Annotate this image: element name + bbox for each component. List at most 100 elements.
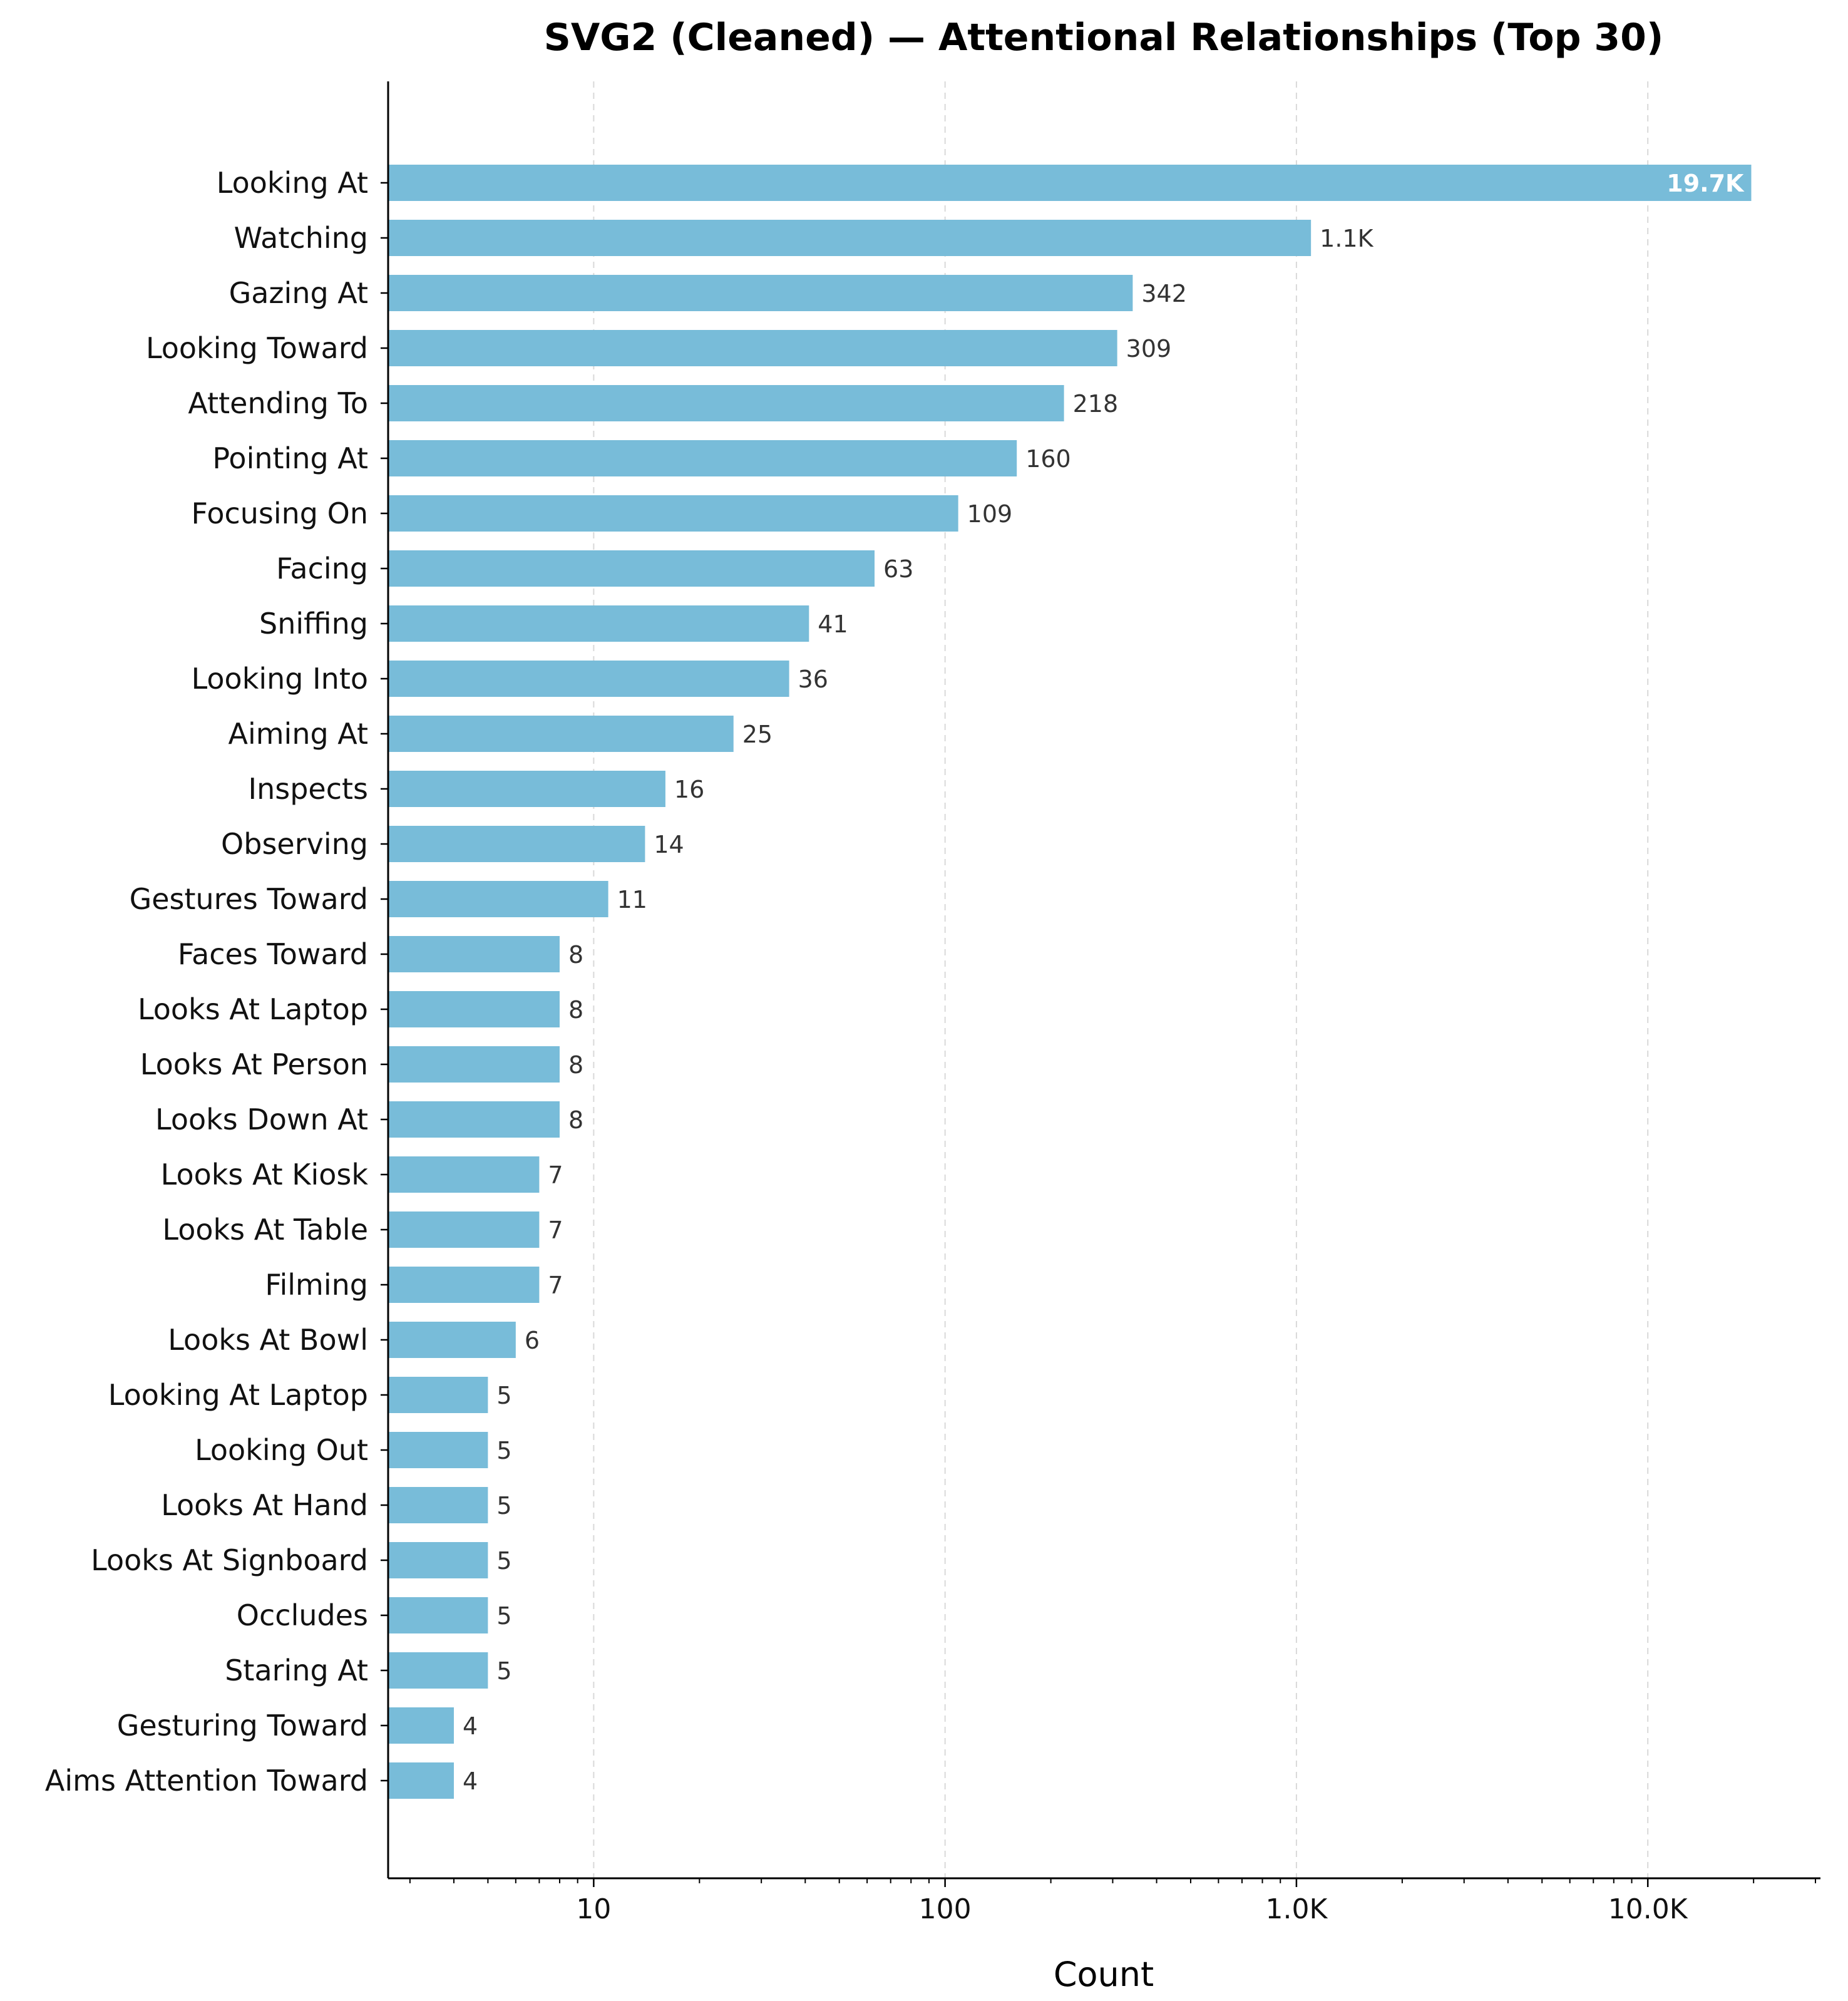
bar-22 — [388, 1377, 488, 1413]
value-label-6: 109 — [967, 500, 1013, 528]
bar-0 — [388, 165, 1752, 201]
value-label-2: 342 — [1141, 280, 1187, 307]
category-label-25: Looks At Signboard — [91, 1543, 368, 1577]
bar-10 — [388, 716, 734, 752]
category-label-20: Filming — [265, 1268, 368, 1302]
bar-4 — [388, 385, 1064, 421]
category-label-0: Looking At — [217, 166, 368, 200]
category-label-19: Looks At Table — [162, 1213, 368, 1247]
value-label-9: 36 — [798, 666, 828, 693]
category-label-9: Looking Into — [192, 662, 368, 696]
value-label-0: 19.7K — [1666, 170, 1745, 197]
value-label-17: 8 — [568, 1106, 583, 1134]
value-label-18: 7 — [548, 1161, 563, 1189]
x-tick-label-1: 100 — [919, 1893, 972, 1925]
category-label-18: Looks At Kiosk — [161, 1158, 369, 1191]
value-label-27: 5 — [496, 1657, 511, 1685]
value-label-23: 5 — [496, 1437, 511, 1464]
category-label-5: Pointing At — [212, 441, 368, 475]
x-tick-label-0: 10 — [576, 1893, 611, 1925]
category-label-14: Faces Toward — [178, 937, 368, 971]
value-label-11: 16 — [674, 776, 704, 803]
category-label-21: Looks At Bowl — [168, 1323, 368, 1357]
category-label-6: Focusing On — [192, 496, 369, 530]
category-label-22: Looking At Laptop — [108, 1378, 368, 1412]
value-label-7: 63 — [883, 555, 913, 583]
value-label-1: 1.1K — [1320, 225, 1373, 252]
axes: 10 100 1.0K 10.0K Looking At Watching Gazing A… — [45, 81, 1820, 1925]
bar-27 — [388, 1652, 488, 1689]
bar-3 — [388, 330, 1117, 366]
bar-2 — [388, 275, 1133, 311]
category-label-4: Attending To — [188, 386, 368, 420]
value-label-16: 8 — [568, 1051, 583, 1079]
category-label-3: Looking Toward — [146, 331, 368, 365]
value-label-20: 7 — [548, 1272, 563, 1299]
value-label-21: 6 — [525, 1327, 540, 1354]
value-label-3: 309 — [1126, 335, 1172, 363]
value-label-29: 4 — [463, 1767, 478, 1795]
category-label-15: Looks At Laptop — [138, 992, 368, 1026]
bar-25 — [388, 1542, 488, 1578]
value-label-28: 4 — [463, 1712, 478, 1740]
bar-5 — [388, 440, 1017, 476]
x-tick-label-3: 10.0K — [1608, 1893, 1688, 1925]
value-label-5: 160 — [1025, 445, 1071, 473]
category-label-13: Gestures Toward — [130, 882, 368, 916]
value-label-14: 8 — [568, 941, 583, 969]
category-label-28: Gesturing Toward — [117, 1709, 368, 1742]
value-label-15: 8 — [568, 996, 583, 1024]
value-label-25: 5 — [496, 1547, 511, 1575]
bar-11 — [388, 771, 665, 807]
category-label-27: Staring At — [225, 1654, 368, 1687]
category-label-24: Looks At Hand — [161, 1488, 368, 1522]
value-label-26: 5 — [496, 1602, 511, 1630]
value-label-8: 41 — [818, 610, 848, 638]
value-label-13: 11 — [617, 886, 647, 913]
bar-19 — [388, 1211, 540, 1248]
bar-20 — [388, 1267, 540, 1303]
bar-23 — [388, 1432, 488, 1468]
category-label-1: Watching — [234, 221, 368, 255]
bar-7 — [388, 550, 875, 587]
value-label-4: 218 — [1073, 390, 1119, 418]
chart-title: SVG2 (Cleaned) — Attentional Relationshi… — [544, 16, 1664, 59]
category-label-17: Looks Down At — [155, 1103, 368, 1136]
x-tick-label-2: 1.0K — [1266, 1893, 1328, 1925]
category-label-8: Sniffing — [259, 607, 368, 640]
bar-26 — [388, 1597, 488, 1633]
category-label-2: Gazing At — [229, 276, 368, 310]
x-axis-label: Count — [1054, 1955, 1154, 1994]
bar-18 — [388, 1156, 540, 1193]
category-label-29: Aims Attention Toward — [45, 1764, 368, 1798]
bar-12 — [388, 826, 645, 862]
category-label-26: Occludes — [237, 1598, 368, 1632]
category-label-16: Looks At Person — [140, 1047, 368, 1081]
bar-24 — [388, 1487, 488, 1523]
bar-1 — [388, 220, 1312, 256]
bar-21 — [388, 1322, 516, 1358]
category-label-7: Facing — [276, 552, 368, 585]
value-label-24: 5 — [496, 1492, 511, 1520]
value-label-10: 25 — [742, 721, 773, 748]
value-label-19: 7 — [548, 1217, 563, 1244]
bar-17 — [388, 1101, 560, 1138]
bar-6 — [388, 495, 958, 532]
bar-16 — [388, 1046, 560, 1083]
bar-9 — [388, 661, 789, 697]
category-label-12: Observing — [221, 827, 368, 861]
bar-13 — [388, 881, 608, 917]
bar-8 — [388, 605, 809, 642]
category-label-10: Aiming At — [228, 717, 368, 751]
category-label-11: Inspects — [249, 772, 368, 806]
bar-14 — [388, 936, 560, 972]
bar-29 — [388, 1762, 454, 1799]
bar-15 — [388, 991, 560, 1027]
value-label-22: 5 — [496, 1382, 511, 1409]
value-label-12: 14 — [654, 831, 684, 858]
category-label-23: Looking Out — [195, 1433, 368, 1467]
bar-28 — [388, 1707, 454, 1744]
